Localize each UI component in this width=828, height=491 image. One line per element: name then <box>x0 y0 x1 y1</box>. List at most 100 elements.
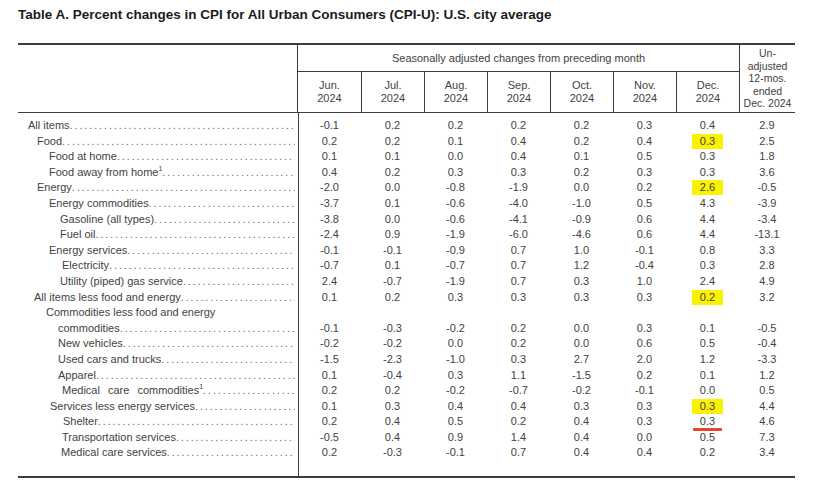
month-name: Jul. <box>384 79 401 92</box>
value-text: 0.1 <box>448 135 463 147</box>
table-row: Services less energy services0.10.30.40.… <box>18 399 795 415</box>
value-text: -0.2 <box>383 337 402 349</box>
table-row: Gasoline (all types)-3.80.0-0.6-4.1-0.90… <box>18 212 795 228</box>
row-label: Fuel oil <box>60 227 95 243</box>
row-label: Gasoline (all types) <box>60 212 154 228</box>
value-text: 4.4 <box>700 228 715 240</box>
row-label-text: Energy commodities <box>49 197 149 209</box>
value-text: 2.9 <box>759 119 774 131</box>
value-cell: -0.4 <box>361 368 424 384</box>
value-cell: 0.3 <box>676 134 739 150</box>
value-text: 0.2 <box>385 291 400 303</box>
value-cell: -0.1 <box>298 243 361 259</box>
value-cell: 0.2 <box>676 290 739 306</box>
row-label-text: commodities <box>58 321 120 337</box>
value-cell: 1.2 <box>676 352 739 368</box>
value-text: 0.0 <box>574 181 589 193</box>
value-text: 0.2 <box>511 415 526 427</box>
unadjusted-value-cell: 3.4 <box>739 445 795 461</box>
value-cell: 0.2 <box>361 134 424 150</box>
table-row: All items less food and energy0.10.20.30… <box>18 290 795 306</box>
value-text: 1.0 <box>574 244 589 256</box>
value-text: 0.9 <box>385 228 400 240</box>
value-cell: 0.1 <box>676 368 739 384</box>
unadjusted-value-cell: 4.4 <box>739 399 795 415</box>
cpi-table: Seasonally adjusted changes from precedi… <box>18 43 795 478</box>
value-cell: -2.0 <box>298 180 361 196</box>
month-name: Nov. <box>634 79 656 92</box>
value-cell: 0.3 <box>424 368 487 384</box>
value-text: 0.2 <box>385 119 400 131</box>
month-name: Oct. <box>572 79 592 92</box>
value-text: 0.4 <box>511 400 526 412</box>
row-stub-cell: Energy <box>18 180 298 196</box>
value-text: 0.1 <box>322 369 337 381</box>
value-text: 0.3 <box>700 415 715 427</box>
row-stub-cell: Food <box>18 134 298 150</box>
value-text: -1.0 <box>572 197 591 209</box>
highlighted-value: 0.3 <box>692 399 723 414</box>
red-marked-value: 0.5 <box>700 431 715 443</box>
row-label-text: Fuel oil <box>60 228 95 240</box>
table-row: Food at home0.10.10.00.40.10.50.31.8 <box>18 149 795 165</box>
value-cell: -0.9 <box>424 243 487 259</box>
value-cell: 0.3 <box>487 165 550 181</box>
value-text: 0.3 <box>700 150 715 162</box>
value-cell: -0.9 <box>550 212 613 228</box>
value-text: 0.6 <box>637 228 652 240</box>
value-text: 0.2 <box>574 166 589 178</box>
value-text: -0.5 <box>758 322 777 334</box>
table-row: Commodities less food and energycommodit… <box>18 305 795 336</box>
value-text: -0.6 <box>446 197 465 209</box>
month-name: Jun. <box>319 79 340 92</box>
row-stub-cell: Services less energy services <box>18 399 298 415</box>
value-text: 0.3 <box>637 291 652 303</box>
value-text: -0.2 <box>446 384 465 396</box>
row-label: All items less food and energy <box>34 290 181 306</box>
value-cell: -4.1 <box>487 212 550 228</box>
unadjusted-header-line: 12-mos. <box>749 72 787 85</box>
unadjusted-value-cell: -0.4 <box>739 336 795 352</box>
row-label-text: Gasoline (all types) <box>60 213 154 225</box>
value-cell: 0.2 <box>487 321 550 337</box>
value-cell: 0.2 <box>298 383 361 399</box>
value-cell: -2.4 <box>298 227 361 243</box>
value-text: 0.7 <box>511 446 526 458</box>
value-text: 0.6 <box>637 337 652 349</box>
dot-leader <box>203 383 295 399</box>
value-text: 0.0 <box>700 384 715 396</box>
value-cell: -4.0 <box>487 196 550 212</box>
row-stub-cell: Gasoline (all types) <box>18 212 298 228</box>
value-cell: 0.3 <box>424 165 487 181</box>
value-cell: 0.0 <box>361 212 424 228</box>
value-text: 0.3 <box>448 291 463 303</box>
value-text: 7.3 <box>759 431 774 443</box>
value-text: -1.9 <box>446 275 465 287</box>
row-label: Services less energy services <box>50 399 195 415</box>
row-label-text: All items <box>28 119 70 131</box>
month-year: 2024 <box>317 92 341 105</box>
value-text: 0.2 <box>637 369 652 381</box>
unadjusted-header-line: Dec. 2024 <box>744 97 792 110</box>
value-text: -0.7 <box>320 259 339 271</box>
row-label: Electricity <box>62 258 109 274</box>
value-cell: 0.2 <box>361 118 424 134</box>
value-cell: 0.2 <box>550 165 613 181</box>
value-cell: -0.7 <box>487 383 550 399</box>
row-label-text: New vehicles <box>58 337 123 349</box>
unadjusted-value-cell: 3.3 <box>739 243 795 259</box>
value-text: 0.0 <box>448 337 463 349</box>
value-text: 0.5 <box>700 337 715 349</box>
value-text: 0.3 <box>637 166 652 178</box>
value-text: 0.3 <box>574 400 589 412</box>
row-label: Apparel <box>58 368 96 384</box>
table-row: Fuel oil-2.40.9-1.9-6.0-4.60.64.4-13.1 <box>18 227 795 243</box>
value-text: 2.4 <box>700 275 715 287</box>
unadjusted-value-cell: 4.6 <box>739 414 795 430</box>
value-text: 0.6 <box>637 213 652 225</box>
row-label-text: Food away from home <box>49 166 158 178</box>
value-cell: 0.2 <box>361 383 424 399</box>
value-text: 1.8 <box>759 150 774 162</box>
value-cell: 0.2 <box>487 118 550 134</box>
value-cell: -4.6 <box>550 227 613 243</box>
